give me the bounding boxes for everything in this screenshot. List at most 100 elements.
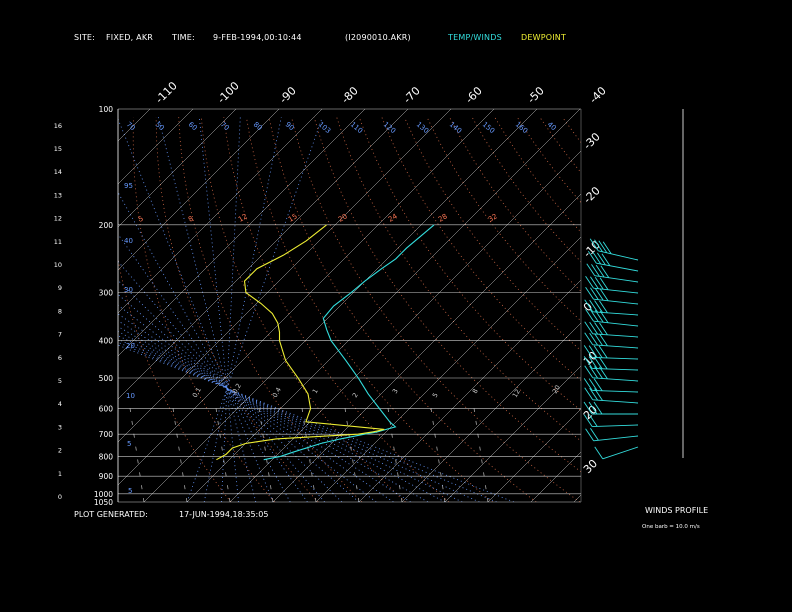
mixing-ratio-label: 2 <box>351 391 360 399</box>
dry-adiabat-line <box>562 116 581 144</box>
mixing-ratio-lines <box>129 408 489 502</box>
barb-scale-note: One barb = 10.0 m/s <box>642 524 700 530</box>
wind-barb-flag <box>594 388 603 401</box>
isotherm-line <box>617 109 792 502</box>
wind-barb-flag <box>585 286 594 300</box>
isotherm-top-label: -80 <box>339 84 361 106</box>
moist-adiabat-label: 30 <box>124 286 133 294</box>
height-tick-label: 3 <box>58 423 62 431</box>
moist-adiabat-label: 5 <box>128 487 132 495</box>
wind-barb-flag <box>585 275 594 289</box>
dry-adiabat-label: 28 <box>437 212 449 223</box>
wind-barb-shaft <box>598 250 639 261</box>
moist-adiabat-line <box>118 118 274 502</box>
dry-adiabat-line <box>449 117 581 292</box>
moist-adiabat-line <box>221 117 241 502</box>
dry-adiabat-line <box>585 117 792 502</box>
wind-barb-flag <box>590 287 599 301</box>
isotherm-line <box>118 109 280 271</box>
isotherm-top-label: -70 <box>401 84 423 106</box>
moist-adiabat-label: 20 <box>126 342 135 350</box>
height-tick-label: 7 <box>58 331 62 339</box>
dewpoint-trace <box>216 224 385 461</box>
winds-profile <box>583 109 684 460</box>
wind-barb-flag <box>589 321 598 335</box>
pressure-tick-label: 300 <box>99 289 114 298</box>
plot-generated-value: 17-JUN-1994,18:35:05 <box>179 510 269 519</box>
temperature-trace <box>263 224 435 461</box>
moist-adiabat-line <box>186 117 323 502</box>
wind-barb-flag <box>594 277 604 290</box>
wind-barb-shaft <box>592 389 639 393</box>
moist-adiabat-label: 130 <box>415 120 430 135</box>
mixing-ratio-line <box>301 408 317 502</box>
isotherm-line <box>118 109 237 228</box>
moist-adiabats <box>118 117 514 502</box>
pressure-tick-label: 200 <box>99 221 114 230</box>
moist-adiabat-label: 150 <box>481 120 496 135</box>
time-value: 9-FEB-1994,00:10:44 <box>213 33 302 42</box>
moist-adiabat-label: 80 <box>252 120 264 132</box>
wind-barb-flag <box>596 252 606 266</box>
mixing-ratio-line <box>430 408 446 502</box>
moist-adiabat-label: 90 <box>284 120 296 132</box>
height-tick-label: 16 <box>54 122 62 130</box>
wind-barb-flag <box>590 427 599 441</box>
dry-adiabat-line <box>539 116 581 174</box>
mixing-ratio-label: 8 <box>471 387 480 395</box>
isotherm-line <box>272 193 581 502</box>
wind-barb-flag <box>586 263 596 276</box>
dry-adiabat-line <box>404 117 581 352</box>
mixing-ratio-line <box>172 408 188 502</box>
wind-barb-flag <box>593 356 603 369</box>
moist-adiabat-line <box>198 117 239 502</box>
dry-adiabat-label: 24 <box>387 212 399 224</box>
wind-barb-flag <box>589 332 598 346</box>
isotherm-line <box>401 322 581 502</box>
isotherm-right-label: -20 <box>581 184 603 206</box>
wind-barb-flag <box>591 264 600 277</box>
height-tick-label: 14 <box>54 168 62 176</box>
moist-adiabat-label: 160 <box>514 120 529 135</box>
wind-barb-flag <box>599 322 608 336</box>
moist-adiabat-line <box>203 117 282 502</box>
mixing-ratio-line <box>344 408 360 502</box>
isotherm-line <box>315 236 581 502</box>
pressure-tick-label: 1050 <box>94 498 113 507</box>
isotherm-line <box>186 109 581 502</box>
dry-adiabat-label: 12 <box>237 212 249 223</box>
wind-barb-shaft <box>596 262 639 272</box>
moist-adiabat-line <box>157 117 257 502</box>
mixing-ratio-line <box>473 408 489 502</box>
wind-barb-flag <box>584 387 594 401</box>
moist-adiabat-label: 110 <box>349 120 364 135</box>
dry-adiabat-label: 5 <box>137 215 145 224</box>
wind-barb-flag <box>593 401 603 415</box>
wind-barb-flag <box>584 299 594 313</box>
dry-adiabat-line <box>381 117 581 381</box>
dry-adiabat-line <box>178 117 363 502</box>
isotherm-top-label: -100 <box>215 79 242 106</box>
wind-barb-flag <box>588 345 598 358</box>
mixing-ratio-label: 3 <box>391 387 400 395</box>
moist-adiabat-line <box>118 304 377 502</box>
isotherm-line <box>118 109 452 443</box>
pressure-tick-label: 900 <box>99 472 114 481</box>
wind-barb-shaft <box>592 344 639 349</box>
wind-barb-shaft <box>592 377 639 382</box>
moist-adiabat-label: 70 <box>125 120 137 132</box>
dry-adiabat-line <box>336 117 581 442</box>
mixing-ratio-line <box>215 408 231 502</box>
dry-adiabat-label: 32 <box>487 212 499 223</box>
wind-barb-flag <box>599 277 609 291</box>
height-tick-label: 0 <box>58 493 62 501</box>
wind-barb-flag <box>594 446 604 460</box>
wind-barb-flag <box>599 288 609 302</box>
height-tick-label: 5 <box>58 377 62 385</box>
moist-adiabat-label: 10 <box>126 392 135 400</box>
moist-adiabat-line <box>118 326 428 502</box>
moist-adiabat-label: 5 <box>127 440 131 448</box>
pressure-tick-label: 1000 <box>94 490 113 499</box>
dry-adiabat-line <box>155 117 319 502</box>
moist-adiabat-label: 95 <box>124 182 133 190</box>
